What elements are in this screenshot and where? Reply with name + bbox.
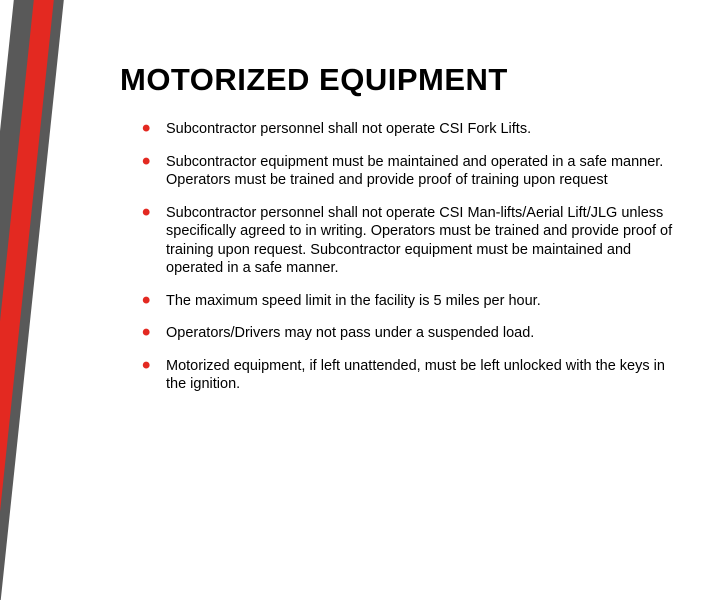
slide-content: MOTORIZED EQUIPMENT Subcontractor person…	[120, 62, 680, 408]
list-item: Operators/Drivers may not pass under a s…	[142, 324, 680, 343]
bullet-list: Subcontractor personnel shall not operat…	[120, 120, 680, 394]
list-item: The maximum speed limit in the facility …	[142, 292, 680, 311]
list-item: Subcontractor equipment must be maintain…	[142, 153, 680, 190]
list-item: Motorized equipment, if left unattended,…	[142, 357, 680, 394]
list-item: Subcontractor personnel shall not operat…	[142, 204, 680, 278]
list-item: Subcontractor personnel shall not operat…	[142, 120, 680, 139]
slide-title: MOTORIZED EQUIPMENT	[120, 62, 680, 98]
